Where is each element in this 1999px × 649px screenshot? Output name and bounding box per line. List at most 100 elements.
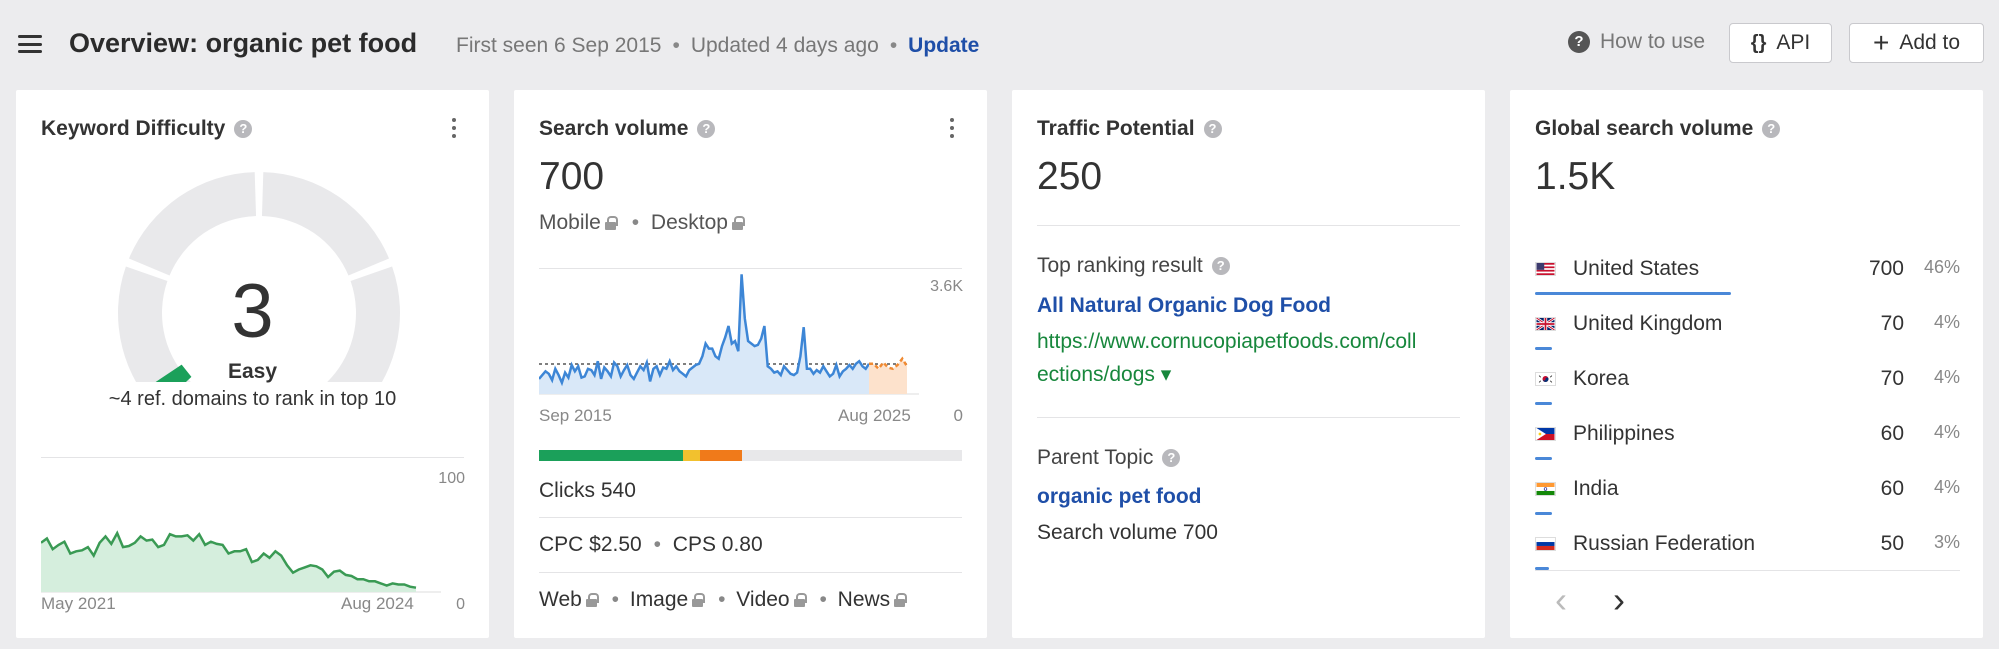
country-percent: 3% bbox=[1933, 532, 1960, 552]
country-percent: 4% bbox=[1933, 367, 1960, 387]
parent-topic-label: Parent Topic bbox=[1037, 446, 1154, 469]
country-row-russia[interactable]: Russian Federation 50 3% bbox=[1535, 515, 1960, 570]
country-name: Philippines bbox=[1573, 422, 1675, 445]
more-options-icon[interactable] bbox=[950, 118, 954, 138]
chart-top-gridline bbox=[539, 268, 962, 269]
lock-icon bbox=[604, 216, 618, 230]
country-name: United Kingdom bbox=[1573, 312, 1723, 335]
help-icon[interactable]: ? bbox=[1162, 449, 1181, 467]
card-title-label: Global search volume bbox=[1535, 117, 1754, 140]
separator-dot: • bbox=[819, 588, 827, 611]
top-ranking-label: Top ranking result bbox=[1037, 254, 1203, 277]
x-axis-start: Sep 2015 bbox=[539, 406, 612, 425]
divider bbox=[539, 572, 962, 573]
country-row-korea[interactable]: Korea 70 4% bbox=[1535, 350, 1960, 405]
country-share-bar bbox=[1535, 567, 1549, 570]
country-percent: 46% bbox=[1923, 257, 1960, 277]
desktop-label: Desktop bbox=[650, 211, 728, 234]
updated-text: Updated 4 days ago bbox=[690, 34, 879, 57]
search-volume-card: Search volume ? 700 Mobile • Desktop 3.6… bbox=[514, 90, 987, 638]
separator-dot: • bbox=[631, 211, 640, 234]
country-share-bar bbox=[1535, 457, 1552, 460]
clicks-bar-segment bbox=[742, 450, 962, 461]
country-percent: 4% bbox=[1933, 477, 1960, 497]
add-to-button-label: Add to bbox=[1899, 31, 1961, 54]
help-icon[interactable]: ? bbox=[234, 120, 253, 138]
us-flag-icon bbox=[1535, 262, 1556, 276]
top-ranking-url-line1[interactable]: https://www.cornucopiapetfoods.com/coll bbox=[1037, 330, 1417, 353]
separator-dot: • bbox=[672, 34, 680, 57]
kd-gauge bbox=[118, 172, 400, 382]
country-name: Russian Federation bbox=[1573, 532, 1756, 555]
y-axis-min: 0 bbox=[456, 596, 465, 613]
update-link[interactable]: Update bbox=[908, 34, 980, 57]
country-share-bar bbox=[1535, 347, 1552, 350]
country-name: United States bbox=[1573, 257, 1700, 280]
help-icon[interactable]: ? bbox=[697, 120, 716, 138]
uk-flag-icon bbox=[1535, 317, 1556, 331]
kd-description: ~4 ref. domains to rank in top 10 bbox=[108, 388, 397, 410]
help-icon[interactable]: ? bbox=[1203, 120, 1222, 138]
gauge-segment bbox=[327, 266, 400, 382]
serp-video: Video bbox=[736, 588, 790, 611]
gauge-segment bbox=[118, 266, 191, 382]
parent-topic-volume: Search volume 700 bbox=[1037, 521, 1218, 544]
add-to-button[interactable]: + Add to bbox=[1849, 23, 1984, 63]
parent-topic-link[interactable]: organic pet food bbox=[1037, 485, 1202, 508]
country-share-bar bbox=[1535, 402, 1552, 405]
y-axis-max: 100 bbox=[438, 470, 465, 487]
more-options-icon[interactable] bbox=[452, 118, 456, 138]
page-title: Overview: organic pet food bbox=[69, 28, 418, 58]
x-axis-start: May 2021 bbox=[41, 594, 116, 613]
parent-topic-label-row: Parent Topic ? bbox=[1037, 446, 1181, 470]
card-title: Traffic Potential ? bbox=[1037, 117, 1222, 141]
country-row-uk[interactable]: United Kingdom 70 4% bbox=[1535, 295, 1960, 350]
separator-dot: • bbox=[653, 533, 661, 556]
card-title: Search volume ? bbox=[539, 117, 716, 141]
mobile-label: Mobile bbox=[539, 211, 601, 234]
country-row-philippines[interactable]: Philippines 60 4% bbox=[1535, 405, 1960, 460]
cpc-cps-row: CPC $2.50 • CPS 0.80 bbox=[539, 533, 763, 557]
cpc-value: CPC $2.50 bbox=[539, 533, 642, 556]
forecast-line bbox=[869, 356, 909, 371]
kd-trend-chart bbox=[41, 530, 441, 593]
india-flag-icon bbox=[1535, 482, 1556, 496]
country-volume: 50 bbox=[1880, 532, 1904, 555]
divider bbox=[1535, 570, 1960, 571]
country-volume: 70 bbox=[1880, 367, 1904, 390]
kd-trend-line bbox=[41, 530, 417, 589]
top-ranking-url-line2[interactable]: ections/dogs ▾ bbox=[1037, 363, 1172, 386]
philippines-flag-icon bbox=[1535, 427, 1556, 441]
help-circle-icon: ? bbox=[1568, 31, 1590, 53]
card-title: Global search volume ? bbox=[1535, 117, 1781, 141]
top-ranking-title-link[interactable]: All Natural Organic Dog Food bbox=[1037, 294, 1332, 317]
forecast-area bbox=[869, 358, 907, 394]
country-volume: 60 bbox=[1880, 422, 1904, 445]
volume-line bbox=[539, 274, 871, 387]
next-page-icon[interactable]: › bbox=[1613, 579, 1625, 620]
kd-score: 3 bbox=[231, 269, 274, 354]
lock-icon bbox=[692, 593, 706, 607]
help-icon[interactable]: ? bbox=[1211, 257, 1230, 275]
top-ranking-label-row: Top ranking result ? bbox=[1037, 254, 1230, 278]
search-volume-value: 700 bbox=[539, 155, 605, 198]
gauge-segment bbox=[261, 172, 390, 276]
gauge-value-arc bbox=[155, 364, 192, 382]
country-percent: 4% bbox=[1933, 312, 1960, 332]
country-row-us[interactable]: United States 700 46% bbox=[1535, 240, 1960, 295]
api-button[interactable]: {} API bbox=[1729, 23, 1832, 63]
serp-news: News bbox=[837, 588, 891, 611]
traffic-potential-value: 250 bbox=[1037, 155, 1103, 198]
country-name: Korea bbox=[1573, 367, 1630, 390]
lock-icon bbox=[793, 593, 807, 607]
how-to-use-link[interactable]: ? How to use bbox=[1568, 30, 1705, 54]
gauge-value-segment bbox=[155, 364, 192, 382]
prev-page-icon[interactable]: ‹ bbox=[1555, 579, 1567, 620]
hamburger-menu-icon[interactable] bbox=[18, 33, 42, 55]
help-icon[interactable]: ? bbox=[1762, 120, 1781, 138]
serp-web: Web bbox=[539, 588, 582, 611]
country-row-india[interactable]: India 60 4% bbox=[1535, 460, 1960, 515]
serp-image: Image bbox=[629, 588, 689, 611]
divider bbox=[1037, 417, 1460, 418]
card-title-label: Keyword Difficulty bbox=[41, 117, 226, 140]
